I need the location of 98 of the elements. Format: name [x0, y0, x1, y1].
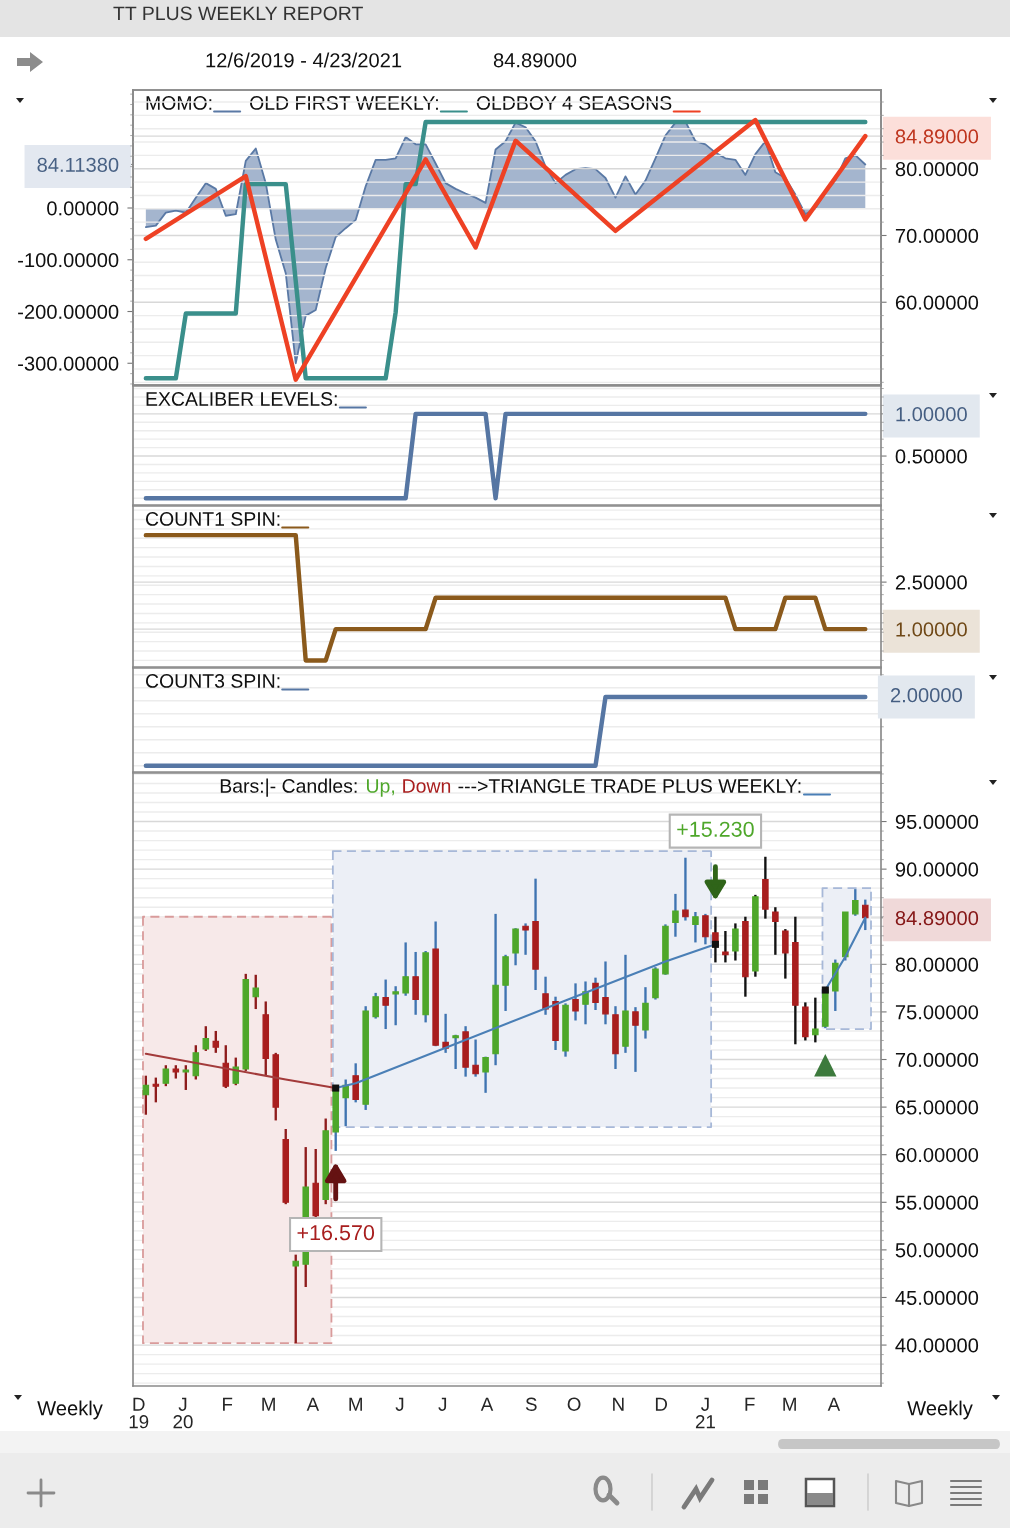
- candlestick: [452, 1033, 459, 1071]
- line-series: [143, 532, 868, 663]
- candlestick: [152, 1076, 160, 1104]
- candlestick: [722, 929, 729, 964]
- x-tick-label: M: [783, 1397, 796, 1411]
- candlestick: [212, 1029, 220, 1055]
- candlestick: [392, 985, 399, 1027]
- candlestick: [782, 927, 789, 980]
- x-tick-label: M: [262, 1397, 275, 1411]
- y-tick-label: 95.00000: [895, 814, 979, 830]
- x-tick-label: F: [223, 1397, 233, 1411]
- x-tick-label: A: [827, 1397, 841, 1411]
- y-tick-label: -300.00000: [18, 356, 119, 371]
- point: [711, 940, 719, 948]
- x-tick-label: A: [480, 1397, 494, 1411]
- candlestick: [472, 1038, 479, 1078]
- candlestick: [582, 980, 589, 1026]
- y-tick-label: 50.00000: [895, 1243, 979, 1258]
- y-tick-label: 84.89000: [895, 911, 979, 926]
- candlestick: [812, 996, 819, 1044]
- candlestick: [372, 991, 379, 1020]
- candlestick: [672, 892, 679, 938]
- y-tick-label: 1.00000: [896, 407, 967, 422]
- x-tick-label: A: [306, 1397, 320, 1411]
- x-tick-label: D 19: [129, 1397, 149, 1429]
- legend-label: OLDBOY 4 SEASONS: [476, 96, 672, 110]
- y-tick-label: 2.50000: [895, 575, 967, 590]
- legend-label: COUNT3 SPIN:: [145, 674, 280, 688]
- annotation: 2.00000: [890, 688, 962, 703]
- y-tick-label: 60.00000: [895, 1147, 979, 1163]
- x-tick-label: N: [613, 1397, 624, 1411]
- candlestick: [292, 1253, 300, 1345]
- x-tick-label: F: [745, 1397, 755, 1411]
- candlestick: [232, 1056, 240, 1087]
- text: Weekly: [907, 1400, 973, 1420]
- y-tick-label: -100.00000: [18, 252, 119, 268]
- y-tick-label: 90.00000: [895, 862, 979, 877]
- y-tick-label: 0.00000: [47, 201, 119, 216]
- x-tick-label: J: [438, 1397, 447, 1411]
- point: [814, 1054, 837, 1077]
- y-tick-label: 0.50000: [895, 449, 967, 464]
- candlestick: [222, 1044, 230, 1090]
- candlestick: [162, 1064, 170, 1088]
- candlestick: [772, 906, 779, 956]
- x-tick-label: D: [655, 1397, 668, 1411]
- legend-label: MOMO:: [146, 96, 212, 110]
- chart-title: TT PLUS WEEKLY REPORT: [113, 6, 363, 21]
- legend-label: --->TRIANGLE TRADE PLUS WEEKLY:: [458, 779, 801, 793]
- candlestick: [402, 941, 409, 997]
- annotation: +16.570: [297, 1225, 375, 1241]
- legend-label: COUNT1 SPIN:: [145, 512, 280, 526]
- y-tick-label: 75.00000: [895, 1005, 979, 1020]
- candlestick: [852, 887, 859, 917]
- legend-label: EXCALIBER LEVELS:: [146, 392, 337, 406]
- candlestick: [512, 926, 519, 967]
- legend-title: Bars:|- Candles:: [220, 778, 357, 797]
- candlestick: [732, 922, 739, 962]
- candlestick: [252, 973, 260, 1011]
- x-tick-label: S: [525, 1397, 537, 1411]
- candlestick: [522, 922, 529, 956]
- candlestick: [482, 1055, 489, 1095]
- y-tick-label: 1.00000: [896, 622, 967, 637]
- candlestick: [382, 978, 389, 1031]
- candlestick: [592, 976, 599, 1012]
- candlestick: [702, 912, 709, 946]
- x-tick-label: O: [567, 1397, 581, 1411]
- y-tick-label: 40.00000: [895, 1338, 979, 1353]
- point: [332, 1084, 340, 1092]
- x-tick-label: J 20: [173, 1397, 193, 1429]
- y-tick-label: 80.00000: [895, 957, 979, 972]
- candlestick: [142, 1074, 150, 1116]
- y-tick-label: 70.00000: [895, 1052, 979, 1068]
- candlestick: [572, 982, 579, 1022]
- candlestick: [632, 1005, 639, 1074]
- y-tick-label: -200.00000: [18, 304, 119, 319]
- candlestick: [192, 1044, 200, 1081]
- y-tick-label: 55.00000: [895, 1195, 979, 1210]
- chart-subtitle: 12/6/2019 - 4/23/2021: [206, 52, 402, 68]
- candlestick: [542, 975, 549, 1016]
- candlestick: [682, 856, 689, 922]
- text: Down: [403, 779, 451, 793]
- candlestick: [412, 950, 419, 1016]
- x-tick-label: M: [349, 1397, 362, 1411]
- x-tick-label: J: [395, 1397, 404, 1411]
- legend-label: OLD FIRST WEEKLY:: [250, 96, 438, 110]
- candlestick: [202, 1025, 210, 1053]
- text: Weekly: [37, 1400, 103, 1420]
- y-tick-label: 84.11380: [37, 157, 119, 172]
- candlestick: [182, 1064, 190, 1092]
- annotation: +15.230: [677, 821, 754, 837]
- point: [821, 986, 829, 994]
- text: Up,: [367, 779, 395, 797]
- y-tick-label: 45.00000: [895, 1290, 979, 1305]
- x-tick-label: J 21: [695, 1397, 715, 1429]
- candlestick: [602, 960, 609, 1026]
- candlestick: [692, 910, 699, 944]
- y-tick-label: 65.00000: [895, 1100, 979, 1115]
- text: 84.89000: [493, 53, 577, 68]
